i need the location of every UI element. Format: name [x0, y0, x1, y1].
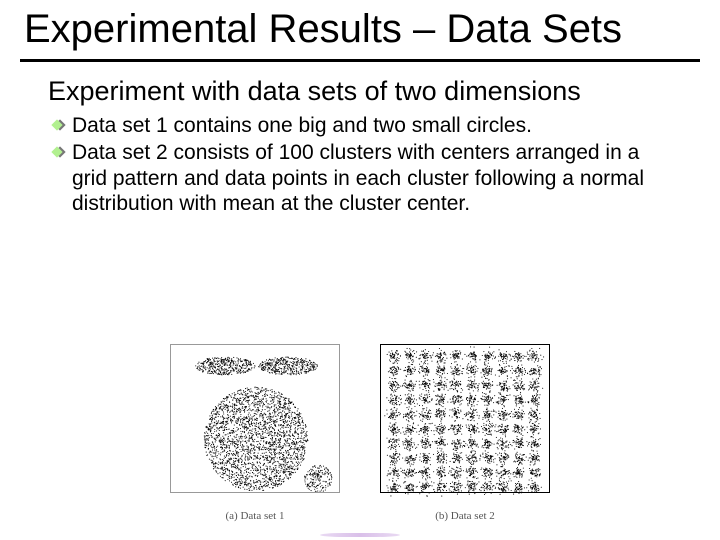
figure-1-caption: (a) Data set 1	[226, 510, 285, 522]
diamond-icon	[54, 119, 64, 129]
bullet-list: Data set 1 contains one big and two smal…	[48, 113, 672, 216]
footer-decoration	[320, 533, 400, 537]
bullet-text: Data set 1 contains one big and two smal…	[72, 113, 672, 138]
figure-1: (a) Data set 1	[170, 344, 340, 522]
figure-row: (a) Data set 1 (b) Data set 2	[0, 344, 720, 522]
bullet-item: Data set 2 consists of 100 clusters with…	[54, 140, 672, 216]
figure-2: (b) Data set 2	[380, 344, 550, 522]
bullet-text: Data set 2 consists of 100 clusters with…	[72, 140, 672, 216]
slide-title: Experimental Results – Data Sets	[0, 0, 720, 55]
figure-2-caption: (b) Data set 2	[435, 510, 495, 522]
bullet-item: Data set 1 contains one big and two smal…	[54, 113, 672, 138]
slide-body: Experiment with data sets of two dimensi…	[0, 62, 720, 216]
dataset1-plot	[170, 344, 340, 508]
subheading: Experiment with data sets of two dimensi…	[48, 76, 672, 107]
dataset2-plot	[380, 344, 550, 508]
diamond-icon	[54, 146, 64, 156]
slide: Experimental Results – Data Sets Experim…	[0, 0, 720, 540]
